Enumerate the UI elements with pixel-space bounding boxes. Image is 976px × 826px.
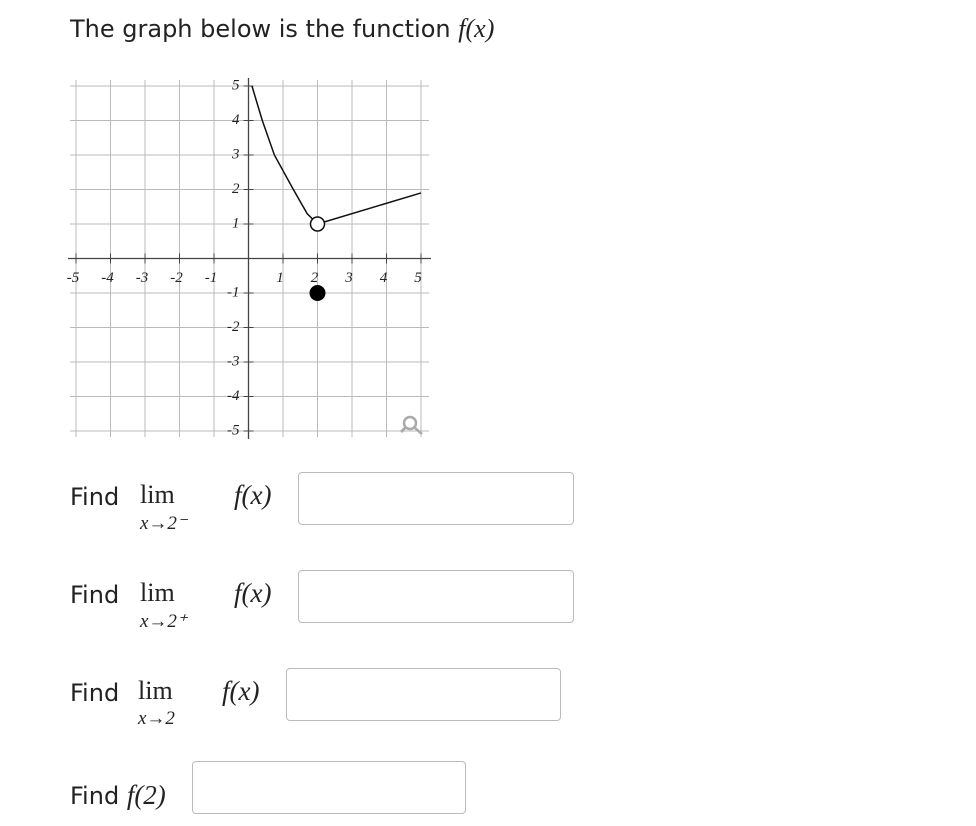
find-label: Find <box>70 679 120 707</box>
x-tick-label: 1 <box>276 270 284 286</box>
y-tick-label: 2 <box>232 181 240 197</box>
curve <box>251 85 319 225</box>
segment <box>317 192 422 225</box>
title-text: The graph below is the function <box>70 15 451 43</box>
answer-input[interactable] <box>298 472 574 525</box>
graph: -5 -4 -3 -2 -1 1 2 3 4 5 -5 -4 -3 -2 -1 1 2 3 4 5 <box>67 77 431 439</box>
x-tick-label: 3 <box>344 270 353 286</box>
x-tick-label: -1 <box>205 270 218 286</box>
answer-input[interactable] <box>192 761 466 814</box>
x-tick-label: -3 <box>136 270 149 286</box>
y-tick-label: -3 <box>227 353 240 369</box>
function: f(x) <box>234 480 272 510</box>
y-tick-label: 4 <box>232 112 240 128</box>
y-tick-label: 5 <box>232 77 240 93</box>
function: f(2) <box>126 780 166 810</box>
x-tick-label: 5 <box>414 270 422 286</box>
y-tick-label: -2 <box>227 319 240 335</box>
lim-operator: lim <box>140 578 175 607</box>
answer-input[interactable] <box>298 570 574 623</box>
y-tick-label: 3 <box>231 146 240 162</box>
find-label: Find <box>70 483 120 511</box>
x-tick-label: -2 <box>170 270 183 286</box>
y-tick-label: 1 <box>232 215 240 231</box>
find-label: Find <box>70 782 120 810</box>
closed-point <box>309 285 326 301</box>
find-label: Find <box>70 581 120 609</box>
lim-subscript: x→2⁻ <box>140 513 187 534</box>
open-point <box>309 216 326 232</box>
y-tick-label: -5 <box>227 422 240 438</box>
x-tick-label: 4 <box>380 270 388 286</box>
lim-subscript: x→2 <box>138 708 175 729</box>
function: f(x) <box>222 676 260 706</box>
function: f(x) <box>234 578 272 608</box>
lim-subscript: x→2⁺ <box>140 611 187 632</box>
y-tick-label: -4 <box>227 388 240 404</box>
title: The graph below is the function f(x) <box>70 14 494 44</box>
lim-operator: lim <box>138 676 173 705</box>
y-tick-label: -1 <box>227 284 240 300</box>
x-tick-label: -5 <box>67 270 80 286</box>
lim-operator: lim <box>140 480 175 509</box>
x-tick-label: -4 <box>101 270 114 286</box>
x-tick-label: 2 <box>311 270 319 286</box>
final-question: Find f(2) <box>70 780 166 811</box>
title-math: f(x) <box>458 14 495 43</box>
zoom-icon <box>399 415 423 435</box>
answer-input[interactable] <box>286 668 561 721</box>
